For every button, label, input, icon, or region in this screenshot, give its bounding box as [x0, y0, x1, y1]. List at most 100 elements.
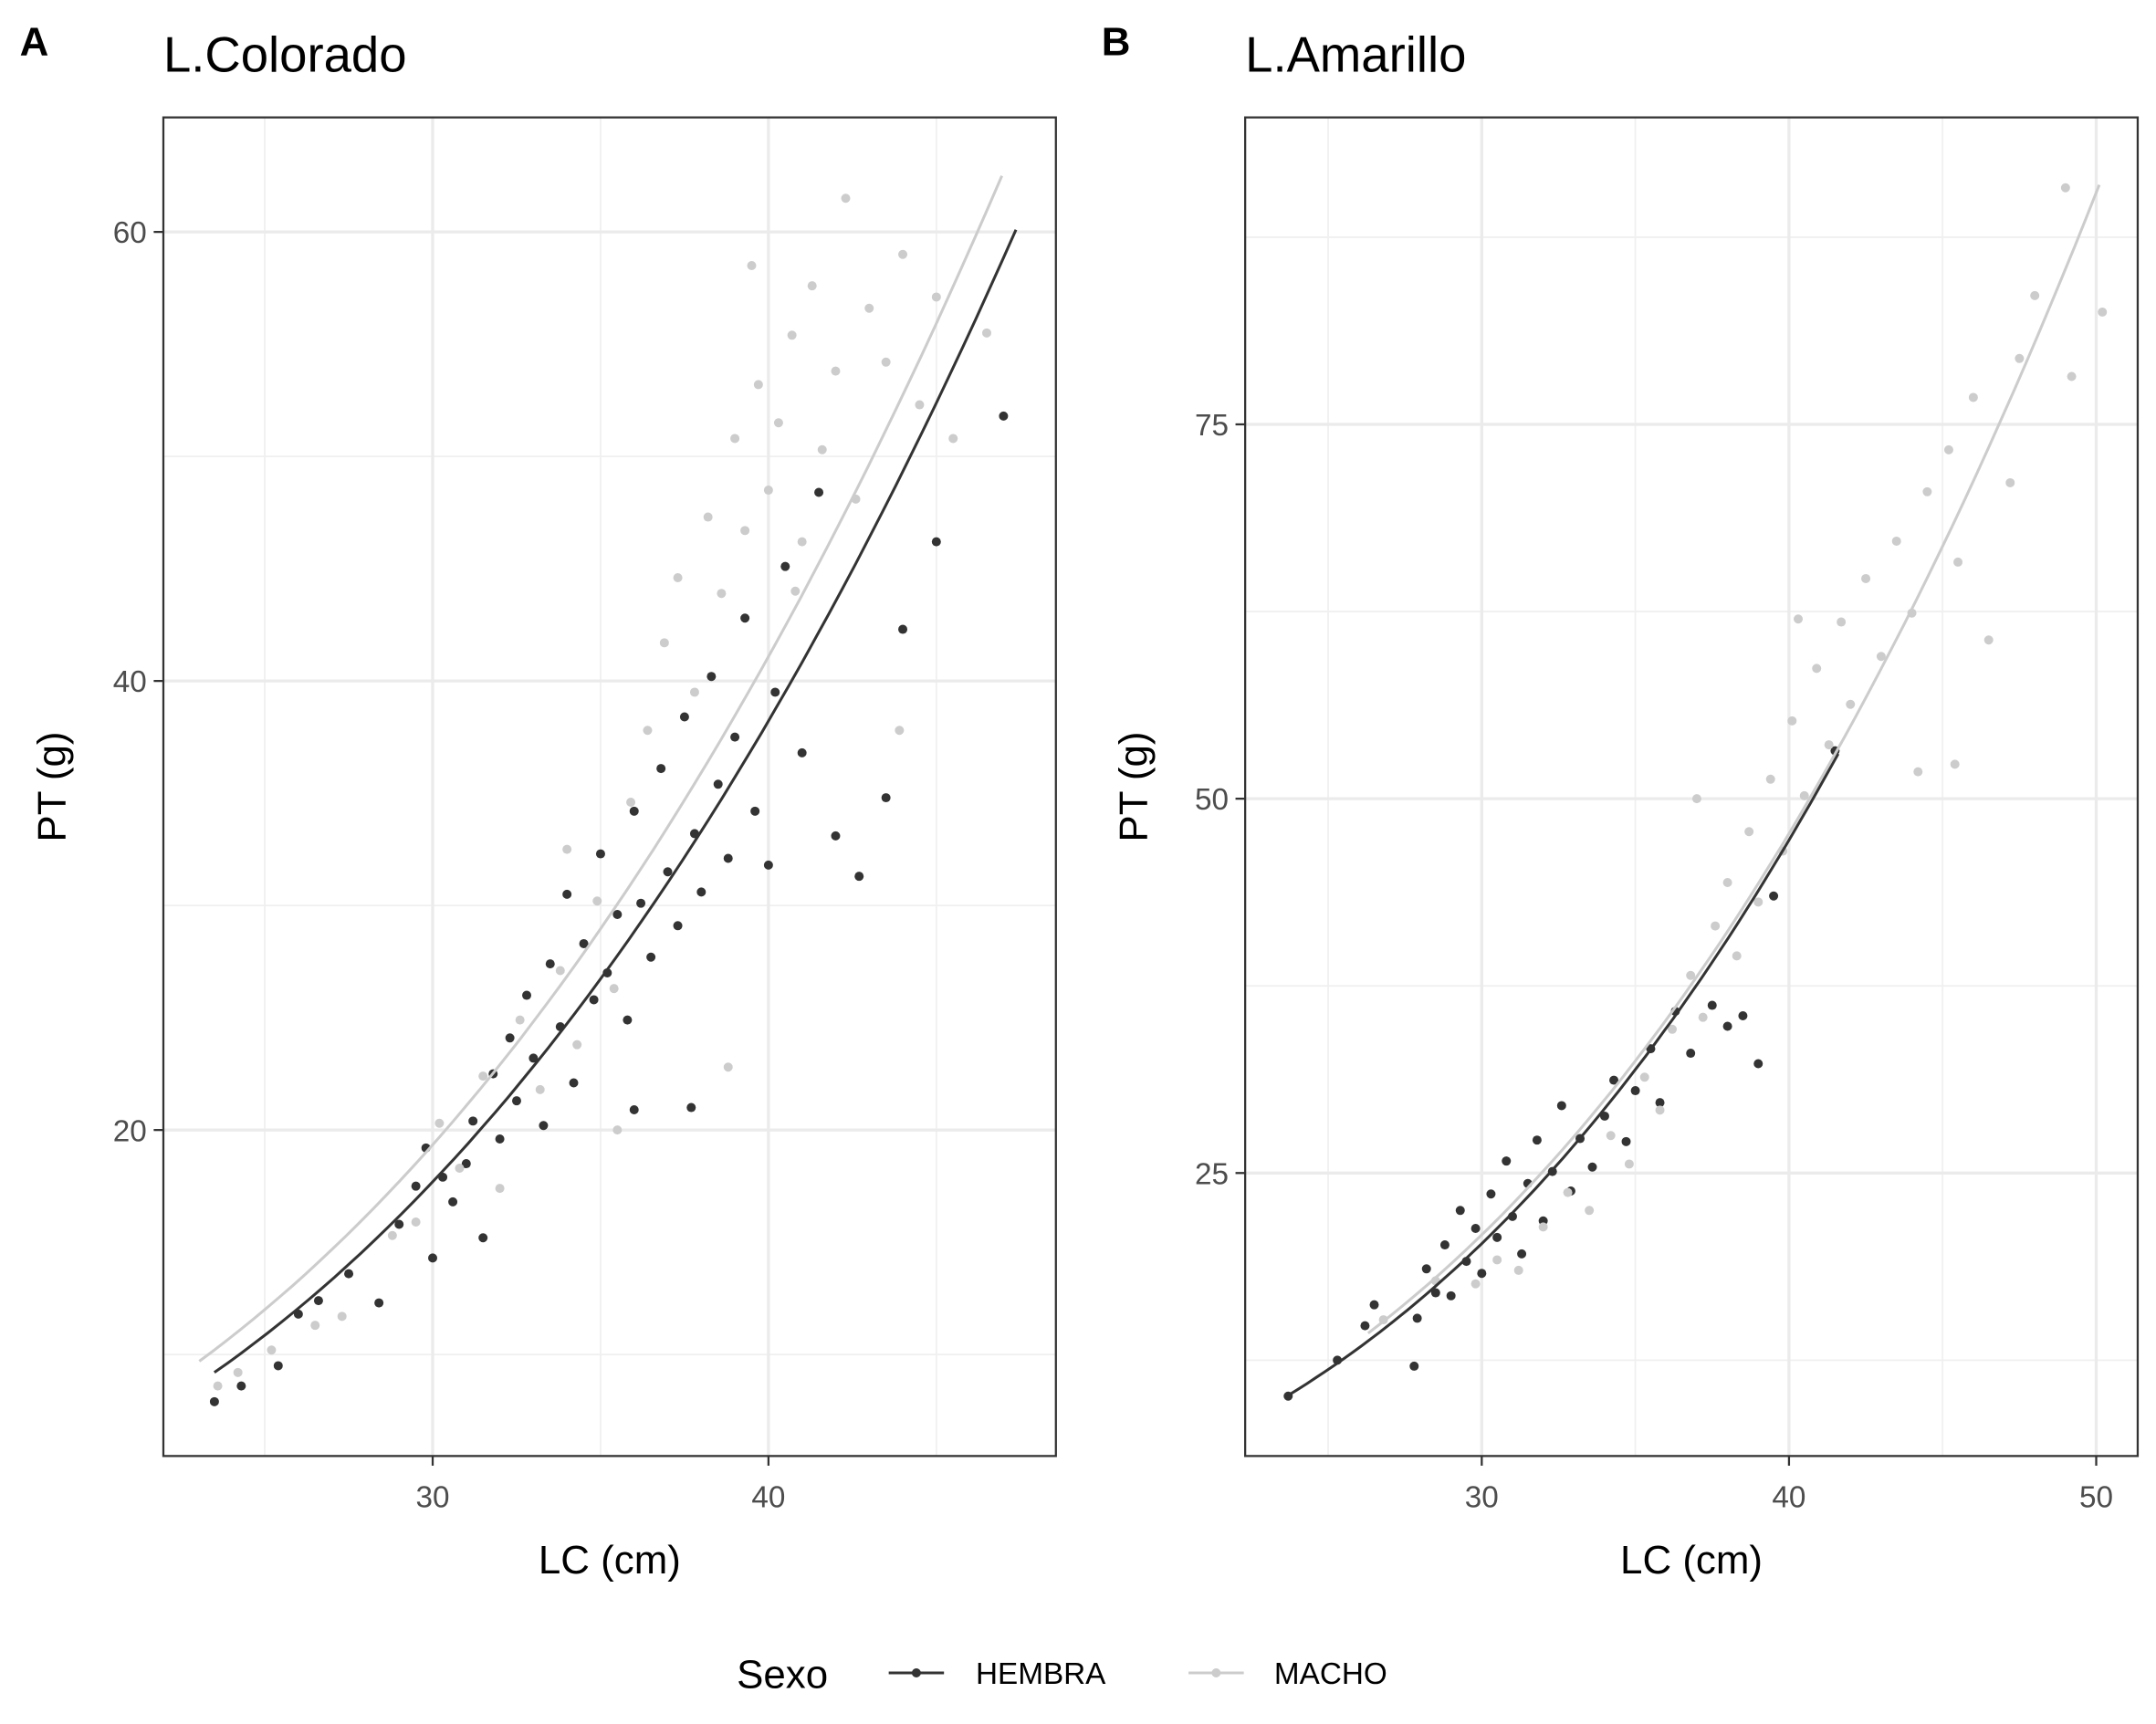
data-point-hembra [999, 411, 1009, 421]
legend: Sexo HEMBRA MACHO [737, 1653, 1387, 1698]
data-point-macho [1824, 740, 1834, 750]
data-point-hembra [545, 959, 555, 969]
panel-title: L.Amarillo [1245, 27, 1466, 83]
panel-border [1244, 116, 2140, 1458]
legend-label-hembra: HEMBRA [976, 1657, 1106, 1691]
data-point-macho [1513, 1265, 1523, 1275]
data-point-macho [1812, 663, 1822, 674]
plot-background [162, 117, 1056, 1457]
data-point-hembra [1360, 1321, 1370, 1331]
data-point-macho [1470, 1279, 1481, 1289]
data-point-hembra [1409, 1361, 1419, 1371]
data-point-macho [1538, 1222, 1548, 1232]
data-point-hembra [1412, 1313, 1422, 1323]
data-point-hembra [1470, 1223, 1481, 1233]
data-point-macho [1837, 617, 1847, 627]
data-point-hembra [529, 1053, 539, 1063]
panel-border [162, 116, 1057, 1458]
data-point-hembra [723, 853, 733, 863]
legend-key-hembra-point [911, 1668, 921, 1677]
legend-title: Sexo [737, 1653, 828, 1698]
data-point-macho [2030, 290, 2040, 300]
panel-a-colorado: A L.Colorado 30 40 20 40 60 LC (cm) PT (g) [20, 20, 1057, 1583]
x-tick-label: 50 [2079, 1480, 2113, 1514]
x-tick-label: 40 [1772, 1480, 1805, 1514]
data-point-hembra [854, 872, 864, 882]
data-point-hembra [1722, 1021, 1732, 1031]
data-point-macho [1968, 392, 1978, 402]
data-point-macho [982, 328, 991, 338]
data-point-macho [717, 589, 727, 599]
data-point-hembra [411, 1181, 421, 1191]
data-point-hembra [1707, 1000, 1717, 1010]
data-point-hembra [898, 624, 908, 634]
data-point-macho [387, 1230, 397, 1240]
data-point-hembra [428, 1253, 438, 1263]
data-point-macho [797, 537, 807, 547]
data-point-macho [535, 1084, 545, 1094]
data-point-hembra [1439, 1240, 1450, 1250]
data-point-hembra [236, 1381, 246, 1391]
data-point-hembra [1486, 1189, 1496, 1199]
data-point-hembra [1421, 1264, 1431, 1274]
data-point-macho [1922, 486, 1932, 496]
data-point-macho [562, 844, 572, 854]
data-point-hembra [1587, 1162, 1597, 1172]
data-point-hembra [273, 1361, 283, 1371]
data-point-hembra [589, 995, 599, 1005]
data-point-macho [1744, 827, 1754, 837]
data-point-macho [948, 434, 958, 444]
data-point-hembra [780, 561, 790, 571]
data-point-hembra [1477, 1269, 1487, 1279]
data-point-hembra [1430, 1288, 1440, 1298]
panel-tag: B [1102, 20, 1131, 65]
y-axis-label: PT (g) [1112, 731, 1156, 841]
data-point-hembra [505, 1033, 515, 1043]
data-point-macho [689, 687, 699, 697]
data-point-macho [1943, 444, 1953, 455]
data-point-hembra [636, 898, 646, 908]
data-point-macho [763, 486, 773, 496]
data-point-macho [1606, 1131, 1616, 1141]
data-point-hembra [1369, 1300, 1379, 1310]
data-point-hembra [623, 1015, 633, 1025]
data-point-hembra [313, 1296, 323, 1306]
data-point-macho [2005, 477, 2015, 487]
data-point-hembra [448, 1196, 458, 1207]
data-point-hembra [1686, 1049, 1696, 1059]
fit-line-hembra [1287, 753, 1840, 1397]
data-point-hembra [478, 1233, 488, 1243]
data-point-hembra [1556, 1101, 1566, 1111]
data-point-macho [1953, 557, 1963, 567]
data-point-hembra [1753, 1059, 1764, 1069]
data-point-hembra [763, 860, 773, 870]
data-point-macho [1861, 573, 1871, 583]
data-point-macho [1698, 1012, 1708, 1022]
data-point-hembra [663, 867, 673, 877]
data-point-hembra [1655, 1098, 1665, 1108]
data-point-hembra [730, 732, 740, 742]
data-point-hembra [539, 1121, 549, 1131]
legend-key-macho-point [1211, 1668, 1221, 1677]
data-point-macho [1668, 1024, 1678, 1034]
data-point-macho [1799, 790, 1809, 800]
data-point-hembra [1609, 1075, 1619, 1085]
data-point-macho [841, 193, 851, 204]
data-point-macho [773, 418, 783, 428]
data-point-macho [915, 400, 925, 410]
data-point-hembra [461, 1159, 471, 1169]
fit-line-macho [1366, 183, 2101, 1334]
data-point-hembra [831, 831, 841, 841]
data-point-macho [1983, 635, 1994, 645]
data-point-macho [612, 1125, 623, 1135]
data-point-macho [213, 1381, 223, 1391]
data-point-macho [411, 1217, 421, 1228]
data-point-macho [592, 896, 602, 906]
legend-label-macho: MACHO [1274, 1657, 1387, 1691]
data-point-hembra [595, 849, 605, 859]
data-point-macho [1765, 774, 1775, 784]
data-point-macho [1585, 1206, 1595, 1216]
x-axis-label: LC (cm) [539, 1538, 681, 1583]
data-point-hembra [797, 747, 807, 758]
data-point-macho [515, 1015, 525, 1025]
